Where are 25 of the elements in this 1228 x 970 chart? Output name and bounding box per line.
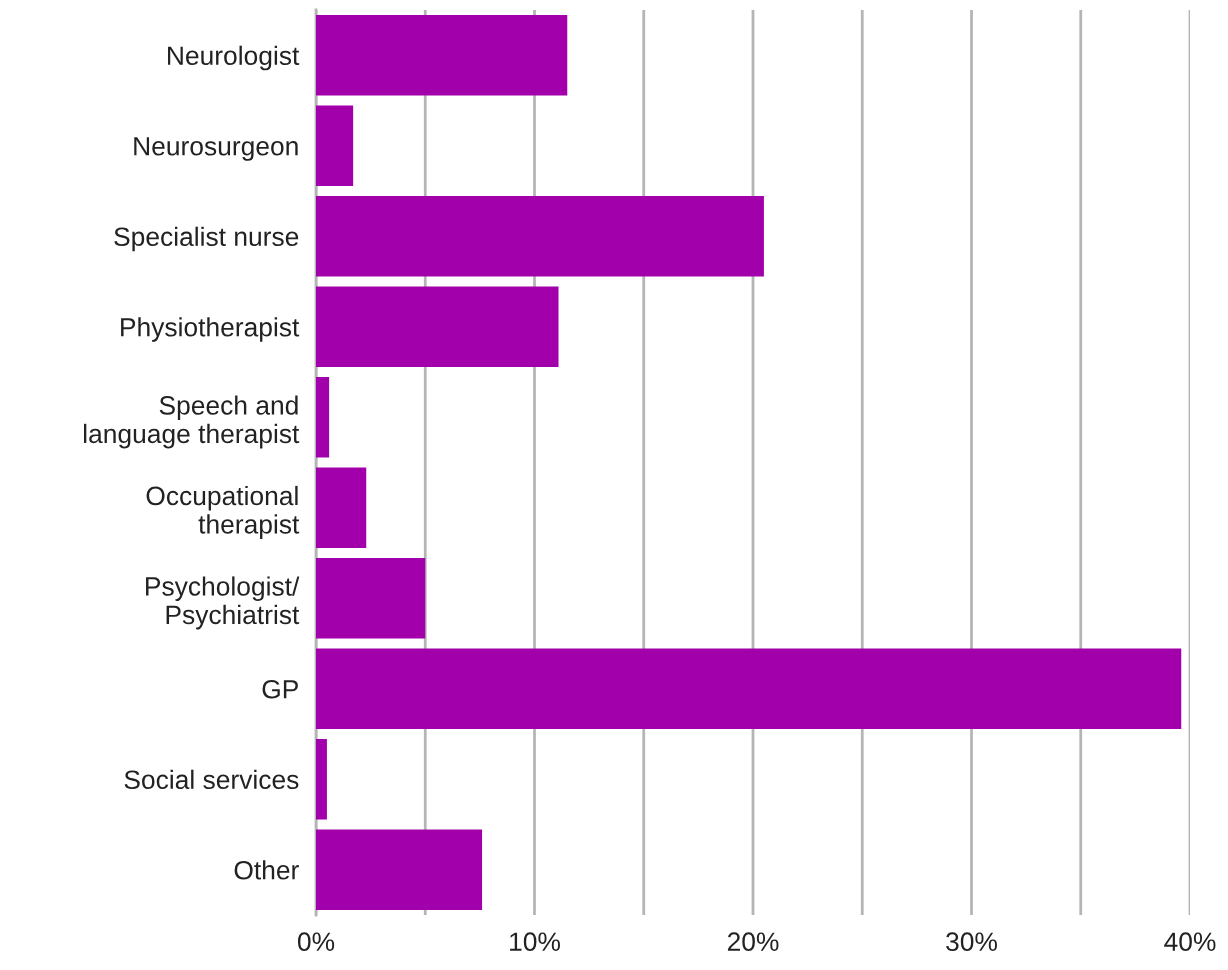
- y-tick-label: Occupational therapist: [146, 485, 300, 539]
- bar: [316, 829, 483, 911]
- x-tick-label: 0%: [297, 932, 335, 952]
- bar: [316, 105, 354, 187]
- bar: [316, 648, 1182, 730]
- y-tick-label: Neurosurgeon: [134, 137, 298, 161]
- bar: [316, 286, 559, 368]
- bar: [316, 467, 367, 549]
- x-tick-label: 30%: [946, 932, 997, 952]
- y-tick-label: Speech and language therapist: [83, 395, 300, 449]
- y-tick-label: Neurologist: [168, 45, 300, 71]
- y-tick-label: GP: [262, 679, 298, 699]
- bar: [316, 557, 426, 639]
- x-tick-label: 20%: [727, 932, 779, 952]
- y-tick-label: Social services: [124, 769, 299, 790]
- bar: [316, 738, 327, 820]
- y-tick-label: Physiotherapist: [121, 317, 300, 342]
- y-tick-label: Other: [234, 860, 299, 880]
- y-tick-label: Specialist nurse: [114, 226, 299, 252]
- bar: [316, 195, 764, 277]
- x-tick-label: 10%: [510, 932, 560, 952]
- bar: [316, 376, 330, 458]
- bar: [316, 14, 568, 96]
- y-tick-label: Psychologist/ Psychiatrist: [146, 576, 300, 630]
- x-tick-label: 40%: [1164, 932, 1216, 952]
